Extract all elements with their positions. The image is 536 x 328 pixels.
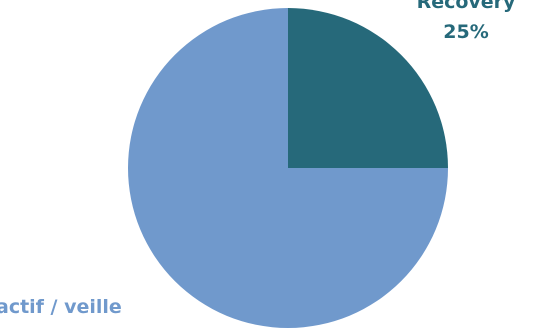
- recovery-percent-label: 25%: [443, 21, 488, 43]
- pie-slice-recovery: [288, 8, 448, 168]
- actif-veille-label: actif / veille: [0, 296, 122, 318]
- pie-slice-actif-veille: [128, 8, 448, 328]
- recovery-name-label: Recovery: [417, 0, 516, 13]
- pie-slices: [128, 8, 448, 328]
